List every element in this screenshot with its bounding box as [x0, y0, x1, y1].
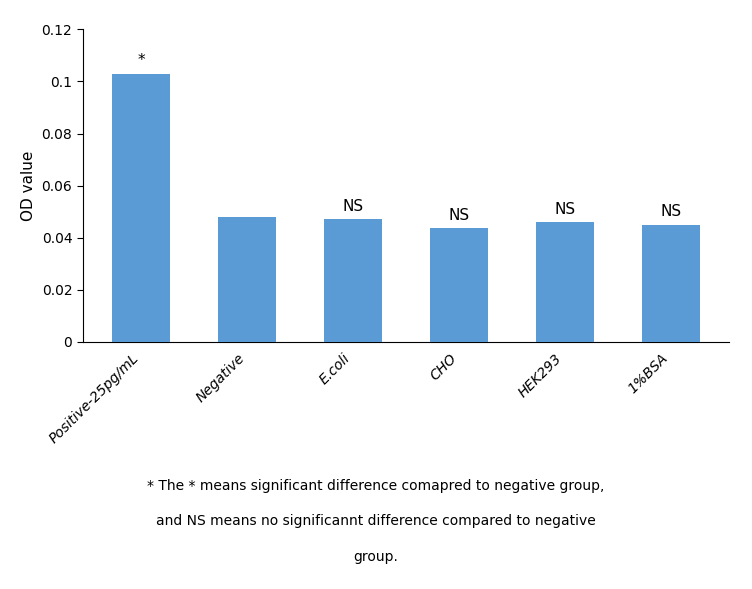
- Text: group.: group.: [353, 550, 399, 564]
- Bar: [430, 229, 488, 342]
- Bar: [218, 217, 276, 342]
- Text: * The * means significant difference comapred to negative group,: * The * means significant difference com…: [147, 479, 605, 493]
- Text: NS: NS: [448, 209, 469, 223]
- Bar: [324, 219, 382, 342]
- Bar: [536, 222, 594, 342]
- Text: *: *: [138, 54, 145, 68]
- Text: NS: NS: [343, 199, 364, 214]
- Text: and NS means no significannt difference compared to negative: and NS means no significannt difference …: [156, 514, 596, 528]
- Bar: [112, 74, 171, 342]
- Text: NS: NS: [554, 202, 575, 217]
- Text: NS: NS: [660, 204, 681, 219]
- Bar: [641, 224, 700, 342]
- Y-axis label: OD value: OD value: [21, 150, 36, 221]
